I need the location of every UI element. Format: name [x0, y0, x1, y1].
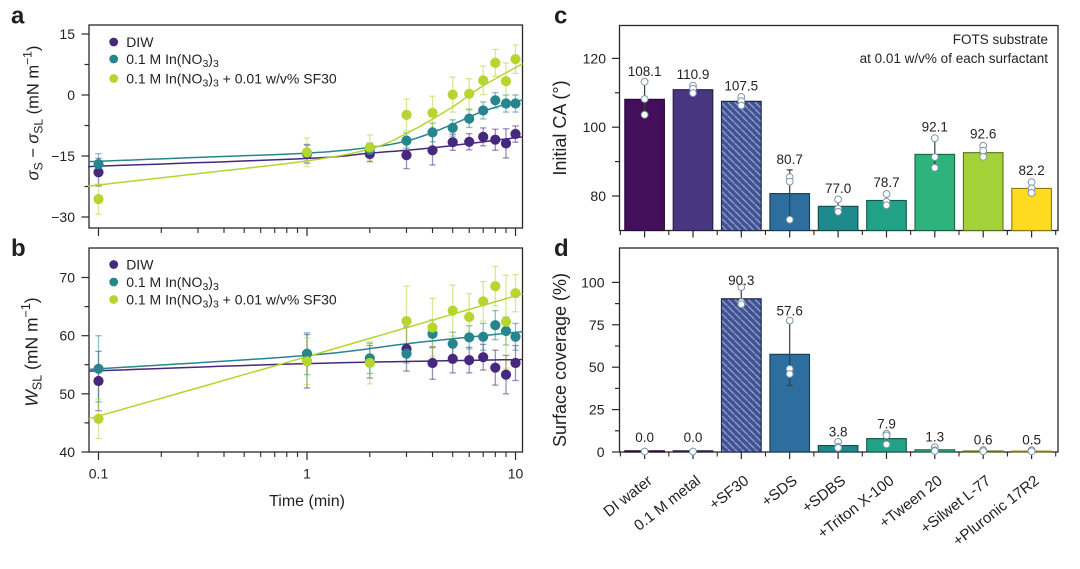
svg-text:50: 50: [59, 386, 75, 402]
svg-text:3.8: 3.8: [829, 424, 848, 439]
svg-text:0.1: 0.1: [89, 466, 109, 482]
svg-text:Initial CA (°): Initial CA (°): [550, 80, 570, 175]
svg-text:108.1: 108.1: [628, 64, 662, 79]
svg-text:−30: −30: [51, 209, 75, 225]
svg-text:a: a: [11, 3, 25, 30]
svg-text:92.6: 92.6: [970, 127, 996, 142]
svg-text:−15: −15: [51, 148, 75, 164]
svg-text:at 0.01 w/v% of each surfactan: at 0.01 w/v% of each surfactant: [860, 51, 1049, 66]
svg-text:0.1 M In(NO3)3 + 0.01 w/v% SF3: 0.1 M In(NO3)3 + 0.01 w/v% SF30: [126, 71, 337, 90]
svg-text:WSL (mN m−1): WSL (mN m−1): [19, 297, 45, 406]
svg-text:Surface coverage (%): Surface coverage (%): [550, 273, 570, 447]
svg-text:80.7: 80.7: [777, 152, 803, 167]
svg-text:0: 0: [597, 444, 605, 460]
svg-text:σS − σSL (mN m−1): σS − σSL (mN m−1): [21, 46, 46, 181]
svg-text:57.6: 57.6: [777, 303, 803, 318]
svg-text:0.5: 0.5: [1022, 433, 1041, 448]
svg-text:0.1 M In(NO3)3: 0.1 M In(NO3)3: [126, 274, 219, 293]
svg-text:c: c: [554, 3, 567, 30]
svg-text:0.0: 0.0: [684, 430, 703, 445]
svg-text:107.5: 107.5: [724, 79, 758, 94]
svg-text:10: 10: [508, 466, 524, 482]
svg-text:100: 100: [583, 119, 607, 135]
svg-text:90.3: 90.3: [728, 273, 754, 288]
svg-text:77.0: 77.0: [825, 181, 851, 196]
svg-text:25: 25: [589, 402, 605, 418]
svg-text:b: b: [11, 235, 26, 262]
svg-text:1: 1: [303, 466, 311, 482]
svg-text:92.1: 92.1: [922, 120, 948, 135]
svg-text:15: 15: [59, 26, 75, 42]
svg-text:DIW: DIW: [126, 257, 154, 273]
svg-text:1.3: 1.3: [925, 430, 944, 445]
svg-text:78.7: 78.7: [873, 175, 899, 190]
svg-text:0: 0: [67, 87, 75, 103]
svg-text:80: 80: [590, 188, 606, 204]
svg-text:0.6: 0.6: [974, 432, 993, 447]
svg-text:82.2: 82.2: [1018, 163, 1044, 178]
svg-text:50: 50: [589, 359, 605, 375]
svg-text:Time (min): Time (min): [269, 493, 345, 510]
svg-text:100: 100: [581, 274, 605, 290]
svg-text:7.9: 7.9: [877, 416, 896, 431]
svg-text:0.0: 0.0: [635, 430, 654, 445]
svg-text:110.9: 110.9: [677, 67, 710, 82]
svg-text:FOTS substrate: FOTS substrate: [953, 32, 1048, 47]
svg-text:60: 60: [59, 328, 75, 344]
svg-text:0.1 M In(NO3)3: 0.1 M In(NO3)3: [126, 51, 219, 70]
svg-text:75: 75: [589, 317, 605, 333]
svg-text:DIW: DIW: [126, 34, 154, 50]
svg-text:d: d: [554, 235, 569, 262]
svg-text:40: 40: [59, 444, 75, 460]
svg-text:120: 120: [583, 50, 607, 66]
svg-text:0.1 M In(NO3)3 + 0.01 w/v% SF3: 0.1 M In(NO3)3 + 0.01 w/v% SF30: [126, 292, 337, 311]
svg-text:70: 70: [59, 270, 75, 286]
